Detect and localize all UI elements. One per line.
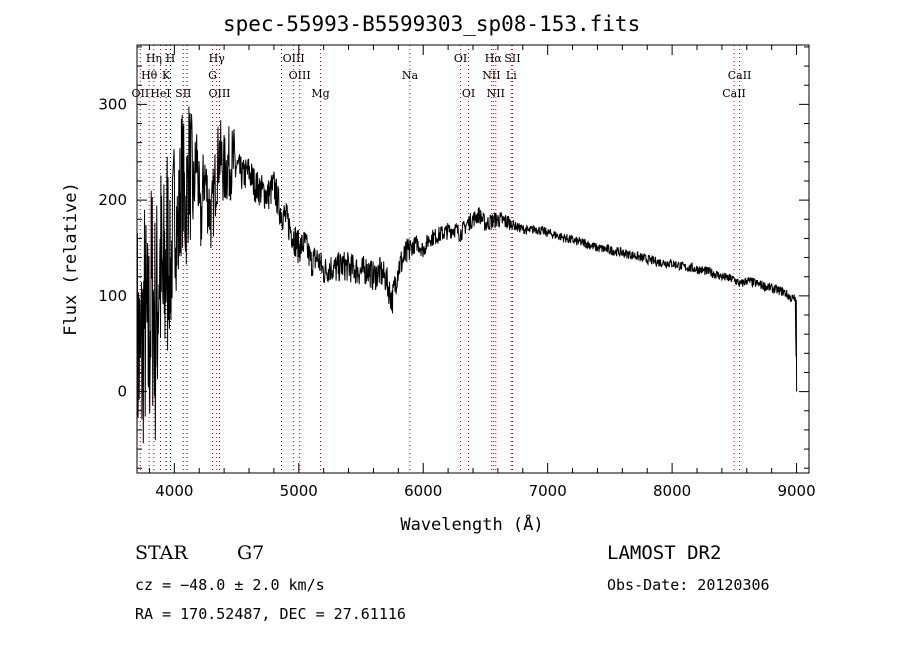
emission-line-label: Hα	[485, 52, 503, 65]
x-tick-label: 8000	[653, 482, 691, 500]
redshift-readout: cz = −48.0 ± 2.0 km/s	[135, 576, 325, 594]
x-tick-label: 9000	[777, 482, 815, 500]
emission-line-label: H	[166, 52, 176, 65]
emission-line-label: Na	[402, 69, 419, 82]
survey-label: LAMOST DR2	[607, 542, 722, 564]
line-marker-group	[139, 45, 741, 473]
emission-line-label: OIII	[283, 52, 305, 65]
y-tick-label: 0	[117, 383, 127, 401]
spectral-subclass: G7	[237, 542, 265, 564]
emission-line-label: Hθ	[141, 69, 158, 82]
emission-line-label: OI	[462, 87, 475, 100]
object-class: STAR	[135, 542, 188, 564]
y-tick-label: 200	[98, 191, 127, 209]
emission-line-label: OIII	[289, 69, 311, 82]
emission-line-label: OII	[132, 87, 150, 100]
x-tick-label: 7000	[529, 482, 567, 500]
emission-line-label: SII	[175, 87, 191, 100]
y-tick-label: 300	[98, 95, 127, 113]
emission-line-label: Mg	[311, 87, 329, 100]
axis-tick-labels: 4000 5000 6000 7000 8000 9000 0 100 200 300	[98, 95, 815, 500]
emission-line-label: SII	[504, 52, 520, 65]
obs-date: Obs-Date: 20120306	[607, 576, 770, 594]
x-tick-label: 5000	[280, 482, 318, 500]
emission-line-label: OIII	[208, 87, 230, 100]
emission-line-label: CaII	[728, 69, 752, 82]
emission-line-label: CaII	[722, 87, 746, 100]
emission-line-label: NII	[487, 87, 505, 100]
x-tick-label: 4000	[155, 482, 193, 500]
emission-line-label: HeI	[150, 87, 170, 100]
axis-ticks	[137, 45, 809, 473]
emission-line-label: NII	[482, 69, 500, 82]
emission-line-label: Hγ	[209, 52, 226, 65]
emission-line-label: OI	[454, 52, 467, 65]
spectrum-line	[136, 106, 798, 459]
chart-title: spec-55993-B5599303_sp08-153.fits	[223, 12, 641, 36]
coordinates: RA = 170.52487, DEC = 27.61116	[135, 605, 406, 623]
emission-line-label: G	[208, 69, 217, 82]
emission-line-label: Hη	[146, 52, 162, 65]
x-tick-label: 6000	[404, 482, 442, 500]
y-tick-label: 100	[98, 287, 127, 305]
plot-frame	[136, 44, 810, 474]
emission-line-label: K	[162, 69, 171, 82]
x-axis-label: Wavelength (Å)	[400, 513, 543, 535]
emission-line-label: Li	[506, 69, 517, 82]
y-axis-label: Flux (relative)	[61, 182, 81, 336]
